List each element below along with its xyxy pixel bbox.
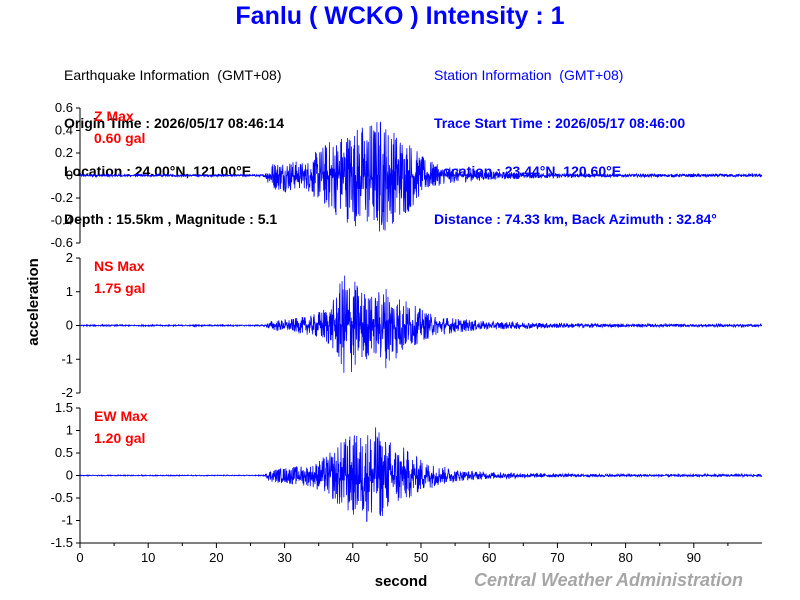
z-y-tick-label: -0.2 (51, 190, 73, 205)
x-tick-label: 70 (550, 550, 564, 565)
x-tick-label: 60 (482, 550, 496, 565)
z-max-title: Z Max (94, 108, 134, 124)
distance-azimuth: Distance : 74.33 km, Back Azimuth : 32.8… (434, 211, 717, 227)
ew-y-tick-label: 1.5 (55, 400, 73, 415)
chart-title: Fanlu ( WCKO ) Intensity : 1 (235, 2, 565, 30)
ns-max-title: NS Max (94, 258, 145, 274)
trace-start-time: Trace Start Time : 2026/05/17 08:46:00 (434, 115, 686, 131)
z-y-tick-label: 0.6 (55, 100, 73, 115)
ew-max-title: EW Max (94, 408, 148, 424)
origin-time: Origin Time : 2026/05/17 08:46:14 (64, 115, 284, 131)
station-info-header: Station Information (GMT+08) (434, 67, 624, 83)
y-axis-title: acceleration (25, 258, 42, 346)
z-y-tick-label: 0.4 (55, 123, 73, 138)
ew-y-tick-label: 1 (66, 423, 73, 438)
ns-y-tick-label: 0 (66, 318, 73, 333)
x-tick-label: 0 (76, 550, 83, 565)
x-tick-label: 80 (618, 550, 632, 565)
z-y-tick-label: -0.6 (51, 235, 73, 250)
ew-max-value: 1.20 gal (94, 430, 145, 446)
x-axis-title: second (375, 573, 428, 590)
z-waveform (79, 121, 763, 232)
z-y-tick-label: 0 (66, 168, 73, 183)
ns-y-tick-label: 2 (66, 250, 73, 265)
x-tick-label: 50 (414, 550, 428, 565)
earthquake-info-header: Earthquake Information (GMT+08) (64, 67, 282, 83)
ns-y-tick-label: -1 (61, 351, 73, 366)
ns-y-tick-label: 1 (66, 284, 73, 299)
z-y-tick-label: -0.4 (51, 213, 73, 228)
ew-y-tick-label: 0.5 (55, 445, 73, 460)
x-tick-label: 40 (346, 550, 360, 565)
ew-y-tick-label: -1.5 (51, 535, 73, 550)
z-max-value: 0.60 gal (94, 130, 145, 146)
ew-y-tick-label: 0 (66, 468, 73, 483)
z-y-tick-label: 0.2 (55, 145, 73, 160)
agency-credit: Central Weather Administration (474, 570, 744, 590)
ns-max-value: 1.75 gal (94, 280, 145, 296)
ew-y-tick-label: -0.5 (51, 490, 73, 505)
x-tick-label: 20 (209, 550, 223, 565)
depth-magnitude: Depth : 15.5km , Magnitude : 5.1 (64, 211, 278, 227)
ew-y-tick-label: -1 (61, 513, 73, 528)
x-tick-label: 10 (141, 550, 155, 565)
x-tick-label: 90 (687, 550, 701, 565)
ns-y-tick-label: -2 (61, 385, 73, 400)
station-info: Station Information (GMT+08) Trace Start… (434, 35, 717, 243)
ew-waveform (79, 427, 763, 522)
x-tick-label: 30 (277, 550, 291, 565)
ns-waveform (79, 275, 763, 373)
